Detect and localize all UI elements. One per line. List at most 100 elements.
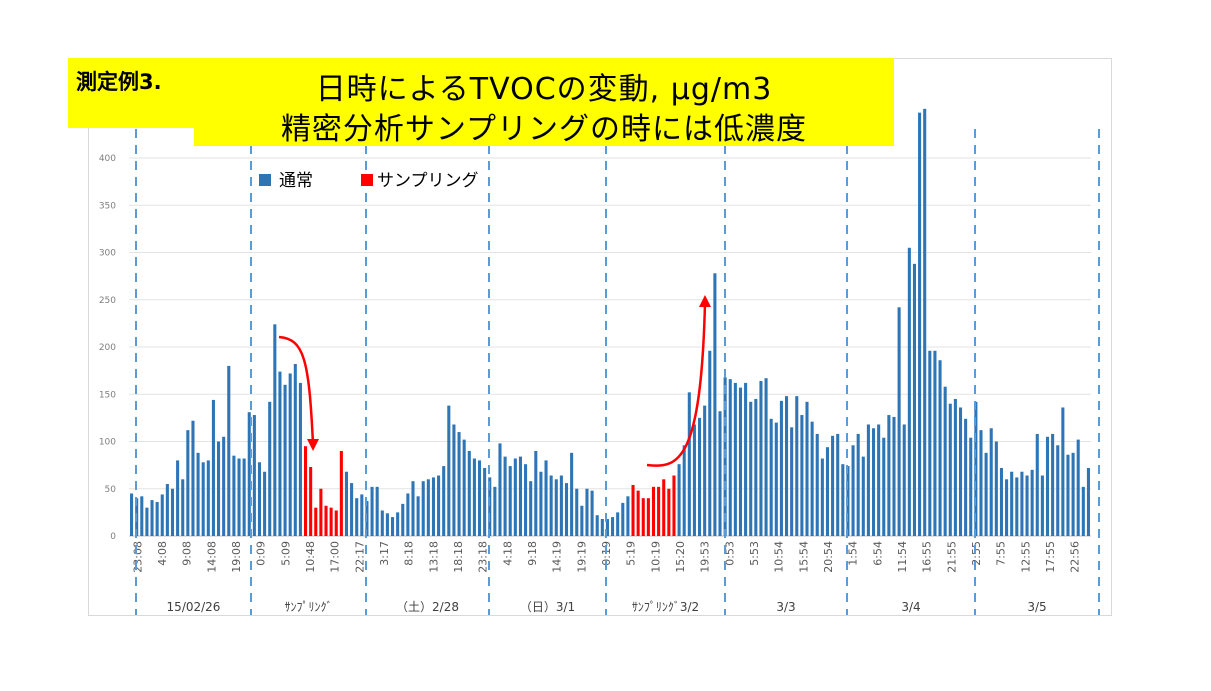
bar-normal: [222, 436, 226, 536]
bar-normal: [1056, 445, 1060, 536]
bar-normal: [1066, 454, 1070, 536]
day-separators: [135, 129, 1100, 615]
bar-normal: [692, 424, 696, 536]
bar-normal: [713, 273, 717, 536]
bar-normal: [288, 373, 292, 536]
x-tick-label: 15:54: [797, 541, 810, 573]
bar-normal: [442, 466, 446, 536]
bar-sampling: [319, 488, 323, 536]
y-tick-label: 400: [99, 154, 116, 164]
bar-normal: [769, 418, 773, 536]
bar-normal: [948, 403, 952, 536]
y-tick-label: 250: [99, 296, 116, 306]
bar-normal: [1020, 471, 1024, 536]
bar-sampling: [334, 510, 338, 536]
bar-normal: [201, 462, 205, 536]
y-tick-label: 0: [110, 532, 116, 542]
x-tick-label: 3:17: [378, 541, 391, 566]
bar-normal: [298, 382, 302, 536]
x-tick-label: 19:19: [575, 541, 588, 573]
bar-normal: [999, 467, 1003, 536]
bar-normal: [728, 379, 732, 536]
bar-normal: [196, 452, 200, 536]
bar-normal: [805, 401, 809, 536]
bar-normal: [191, 420, 195, 536]
annotation-arrows: [278, 295, 711, 467]
group-label: （日）3/1: [520, 600, 575, 614]
group-label: 3/5: [1027, 600, 1046, 614]
bar-normal: [1086, 467, 1090, 536]
bar-normal: [810, 421, 814, 536]
x-tick-label: 10:54: [773, 541, 786, 573]
bar-normal: [928, 350, 932, 536]
bar-normal: [498, 443, 502, 536]
legend: 通常 サンプリング: [259, 171, 479, 191]
bar-normal: [790, 427, 794, 536]
y-tick-label: 150: [99, 390, 116, 400]
chart-frame: 0 50 100 150 200 250 300 350 400 23:08 4:08 9:08 14…: [88, 58, 1112, 616]
bar-normal: [825, 447, 830, 536]
gridlines: [129, 157, 1091, 537]
bar-normal: [564, 483, 569, 536]
bar-normal: [841, 464, 845, 536]
bar-normal: [462, 439, 466, 536]
bar-normal: [350, 483, 354, 536]
x-tick-label: 9:08: [181, 541, 194, 566]
bar-sampling: [657, 486, 661, 536]
bar-normal: [918, 112, 922, 536]
bar-normal: [969, 437, 973, 536]
bar-sampling: [314, 507, 318, 536]
x-tick-label: 9:18: [526, 541, 539, 566]
bar-normal: [989, 428, 993, 536]
bar-normal: [217, 441, 221, 536]
bar-normal: [580, 505, 584, 536]
bar-normal: [539, 471, 543, 536]
bar-normal: [385, 513, 389, 536]
bar-normal: [375, 486, 379, 536]
bar-normal: [140, 496, 144, 536]
bar-normal: [524, 464, 528, 536]
bar-normal: [677, 464, 681, 536]
bar-normal: [360, 494, 364, 536]
bar-normal: [887, 415, 891, 536]
bar-normal: [759, 381, 763, 536]
group-label: 15/02/26: [167, 600, 221, 614]
bar-normal: [242, 458, 246, 536]
bar-sampling: [641, 498, 645, 536]
bar-normal: [549, 475, 553, 536]
bar-normal: [1061, 407, 1065, 536]
bar-sampling: [662, 479, 666, 536]
bar-normal: [232, 455, 236, 536]
x-tick-label: 6:54: [871, 541, 884, 566]
bar-normal: [437, 475, 441, 536]
bar-normal: [355, 498, 359, 536]
bar-normal: [416, 496, 420, 536]
group-label: 3/3: [776, 600, 795, 614]
x-tick-label: 21:55: [945, 541, 958, 573]
bar-normal: [943, 386, 947, 536]
bar-normal: [779, 400, 783, 536]
bar-normal: [600, 518, 604, 536]
bar-normal: [426, 479, 430, 536]
bar-normal: [611, 517, 615, 536]
bar-normal: [130, 493, 134, 536]
bar-normal: [227, 365, 231, 536]
x-tick-label: 10:19: [649, 541, 662, 573]
bar-normal: [984, 452, 988, 536]
x-tick-label: 20:54: [822, 541, 835, 573]
bar-normal: [595, 515, 599, 536]
bar-normal: [938, 360, 942, 536]
bar-normal: [923, 108, 927, 537]
x-tick-label: 2:55: [970, 541, 983, 566]
bar-normal: [795, 396, 799, 536]
up-arrow: [646, 302, 707, 467]
bar-normal: [247, 412, 251, 536]
legend-label-normal: 通常: [279, 171, 313, 191]
bar-normal: [155, 501, 159, 536]
bar-normal: [882, 437, 886, 536]
x-tick-label: 16:55: [921, 541, 934, 573]
bar-normal: [1035, 433, 1039, 536]
bar-normal: [861, 456, 865, 536]
bar-normal: [160, 494, 164, 536]
bar-normal: [774, 422, 778, 536]
